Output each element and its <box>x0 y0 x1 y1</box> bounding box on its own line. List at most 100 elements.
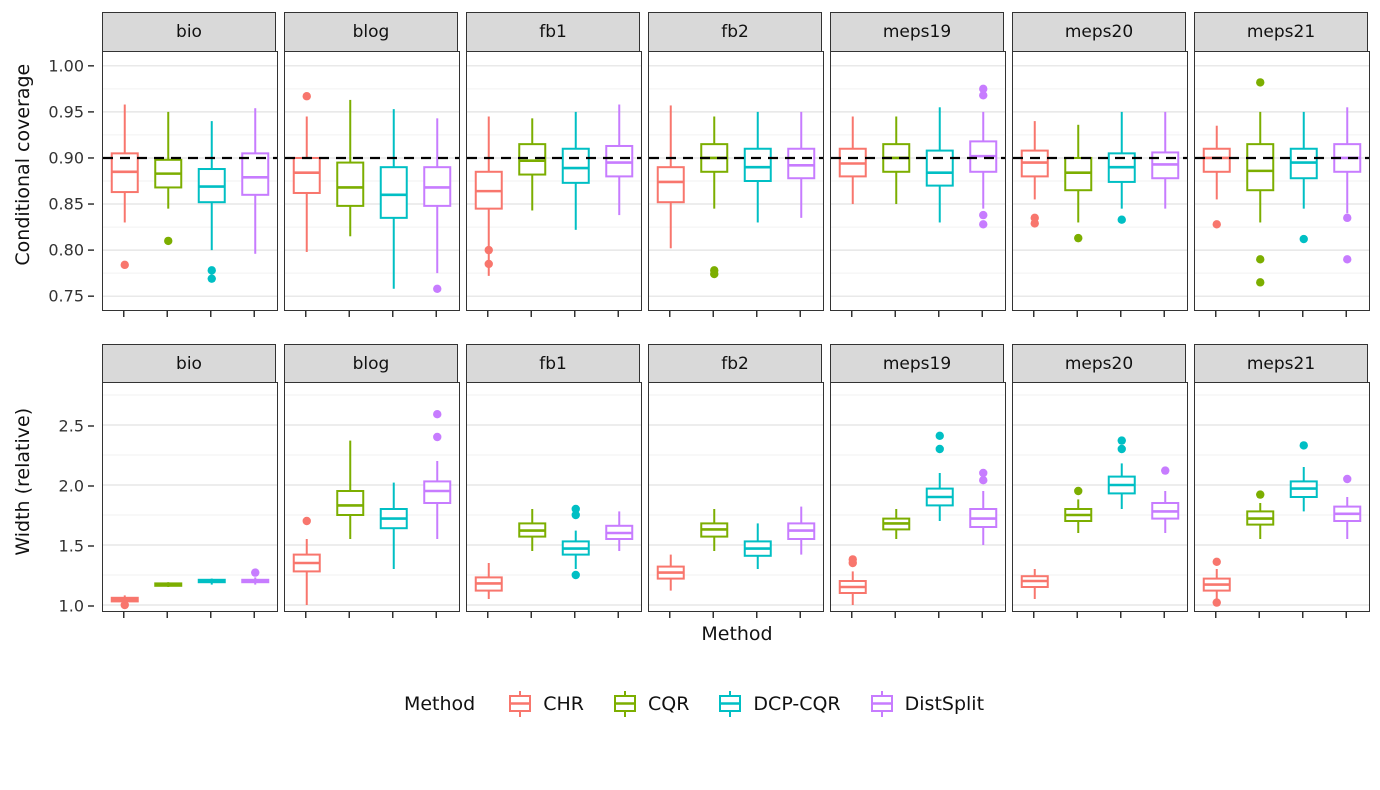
outlier-point <box>979 210 988 219</box>
width-panels: 1.0 1.5 2.0 2.5 bio blog fb1 fb2 meps19 meps20 mep… <box>38 343 1370 620</box>
box-CQR <box>154 582 183 588</box>
panel-plot-meps21 <box>1194 50 1370 311</box>
panel-plot-fb2 <box>648 382 824 613</box>
outlier-point <box>484 245 493 254</box>
box-DCP-CQR <box>1289 111 1318 243</box>
facet-panel-meps20: meps20 <box>1012 343 1188 620</box>
y-tick-label: 0.90 <box>48 148 84 167</box>
legend-item-DistSplit: DistSplit <box>867 689 984 719</box>
box-DistSplit <box>787 506 816 555</box>
facet-panel-bio: bio <box>102 12 278 318</box>
outlier-point <box>1212 219 1221 229</box>
outlier-point <box>1299 234 1308 243</box>
legend-key-CHR <box>509 691 532 718</box>
legend-title: Method <box>403 693 476 716</box>
outlier-point <box>207 265 216 275</box>
box-DCP-CQR <box>925 106 954 223</box>
box-DistSplit <box>423 410 452 540</box>
panel-plot-meps19 <box>830 50 1006 311</box>
panel-plot-fb2 <box>648 50 824 311</box>
y-tick-label: 0.95 <box>48 102 84 121</box>
outlier-point <box>935 431 944 441</box>
facet-strip-fb2: fb2 <box>648 12 822 52</box>
facet-strip-meps20: meps20 <box>1012 343 1186 384</box>
y-tick-label: 2.0 <box>59 476 84 495</box>
facet-panel-meps19: meps19 <box>830 12 1006 318</box>
legend-key-DCP-CQR <box>719 691 742 718</box>
outlier-point <box>302 91 311 101</box>
legend-key-CQR <box>613 691 636 718</box>
outlier-point <box>979 90 988 100</box>
panel-plot-meps21 <box>1194 382 1370 613</box>
y-tick-label: 0.85 <box>48 195 84 214</box>
box-CHR <box>110 595 139 610</box>
box-CHR <box>838 116 867 204</box>
box-DCP-CQR <box>561 505 590 580</box>
box-CQR <box>700 509 729 552</box>
outlier-point <box>571 571 580 580</box>
box-CQR <box>336 99 365 236</box>
facet-panel-meps19: meps19 <box>830 343 1006 620</box>
outlier-point <box>1117 436 1126 446</box>
panel-plot-blog <box>284 50 460 311</box>
box-DistSplit <box>1151 466 1180 534</box>
y-axis-title-coverage: Conditional coverage <box>12 63 34 266</box>
box-CQR <box>1064 124 1093 242</box>
outlier-point <box>935 445 944 454</box>
y-tick-label: 0.75 <box>48 287 84 306</box>
legend-item-CHR: CHR <box>505 689 584 719</box>
facet-panel-fb2: fb2 <box>648 343 824 620</box>
outlier-point <box>1256 254 1265 264</box>
box-DistSplit <box>241 568 270 585</box>
facet-strip-fb1: fb1 <box>466 343 640 384</box>
outlier-point <box>571 505 580 514</box>
panel-plot-fb1 <box>466 50 642 311</box>
box-CQR <box>1246 490 1275 540</box>
box-DCP-CQR <box>1289 441 1318 512</box>
legend-item-CQR: CQR <box>610 689 689 719</box>
outlier-point <box>120 260 129 269</box>
legend-label-DCP-CQR: DCP-CQR <box>753 693 841 716</box>
facet-panel-meps21: meps21 <box>1194 12 1370 318</box>
outlier-point <box>979 219 988 229</box>
outlier-point <box>979 476 988 485</box>
outlier-point <box>433 410 442 419</box>
coverage-panels: 0.75 0.80 0.85 0.90 0.95 1.00 bio blog fb1 fb2 mep… <box>38 12 1370 318</box>
box-CQR <box>518 117 547 211</box>
y-axis: 1.0 1.5 2.0 2.5 <box>38 344 94 619</box>
outlier-point <box>1117 445 1126 454</box>
legend-key-DistSplit <box>870 691 893 718</box>
box-DCP-CQR <box>561 111 590 230</box>
box-CQR <box>1064 487 1093 534</box>
outlier-point <box>164 236 173 245</box>
outlier-point <box>1256 490 1265 500</box>
outlier-point <box>979 84 988 93</box>
panel-plot-meps20 <box>1012 382 1188 613</box>
box-CHR <box>474 116 503 276</box>
outlier-point <box>1074 487 1083 496</box>
outlier-point <box>1212 598 1221 608</box>
box-CHR <box>838 555 867 606</box>
facet-panel-blog: blog <box>284 343 460 620</box>
panel-plot-blog <box>284 382 460 613</box>
outlier-point <box>1030 218 1039 228</box>
y-tick-label: 2.5 <box>59 416 84 435</box>
outlier-point <box>1256 277 1265 287</box>
panel-plot-bio <box>102 50 278 311</box>
x-axis-title: Method <box>701 623 773 646</box>
facet-strip-blog: blog <box>284 343 458 384</box>
panel-plot-bio <box>102 382 278 613</box>
box-CHR <box>656 554 685 591</box>
box-DCP-CQR <box>743 111 772 223</box>
legend-label-CHR: CHR <box>543 693 584 716</box>
legend: Method CHR CQR DCP-CQR DistSplit <box>8 689 1380 719</box>
outlier-point <box>251 568 260 578</box>
facet-strip-fb1: fb1 <box>466 12 640 52</box>
box-CHR <box>1202 557 1231 608</box>
facet-strip-blog: blog <box>284 12 458 52</box>
box-DistSplit <box>423 117 452 293</box>
facet-panel-fb2: fb2 <box>648 12 824 318</box>
outlier-point <box>1074 233 1083 242</box>
box-DCP-CQR <box>925 431 954 522</box>
facet-strip-meps21: meps21 <box>1194 12 1368 52</box>
